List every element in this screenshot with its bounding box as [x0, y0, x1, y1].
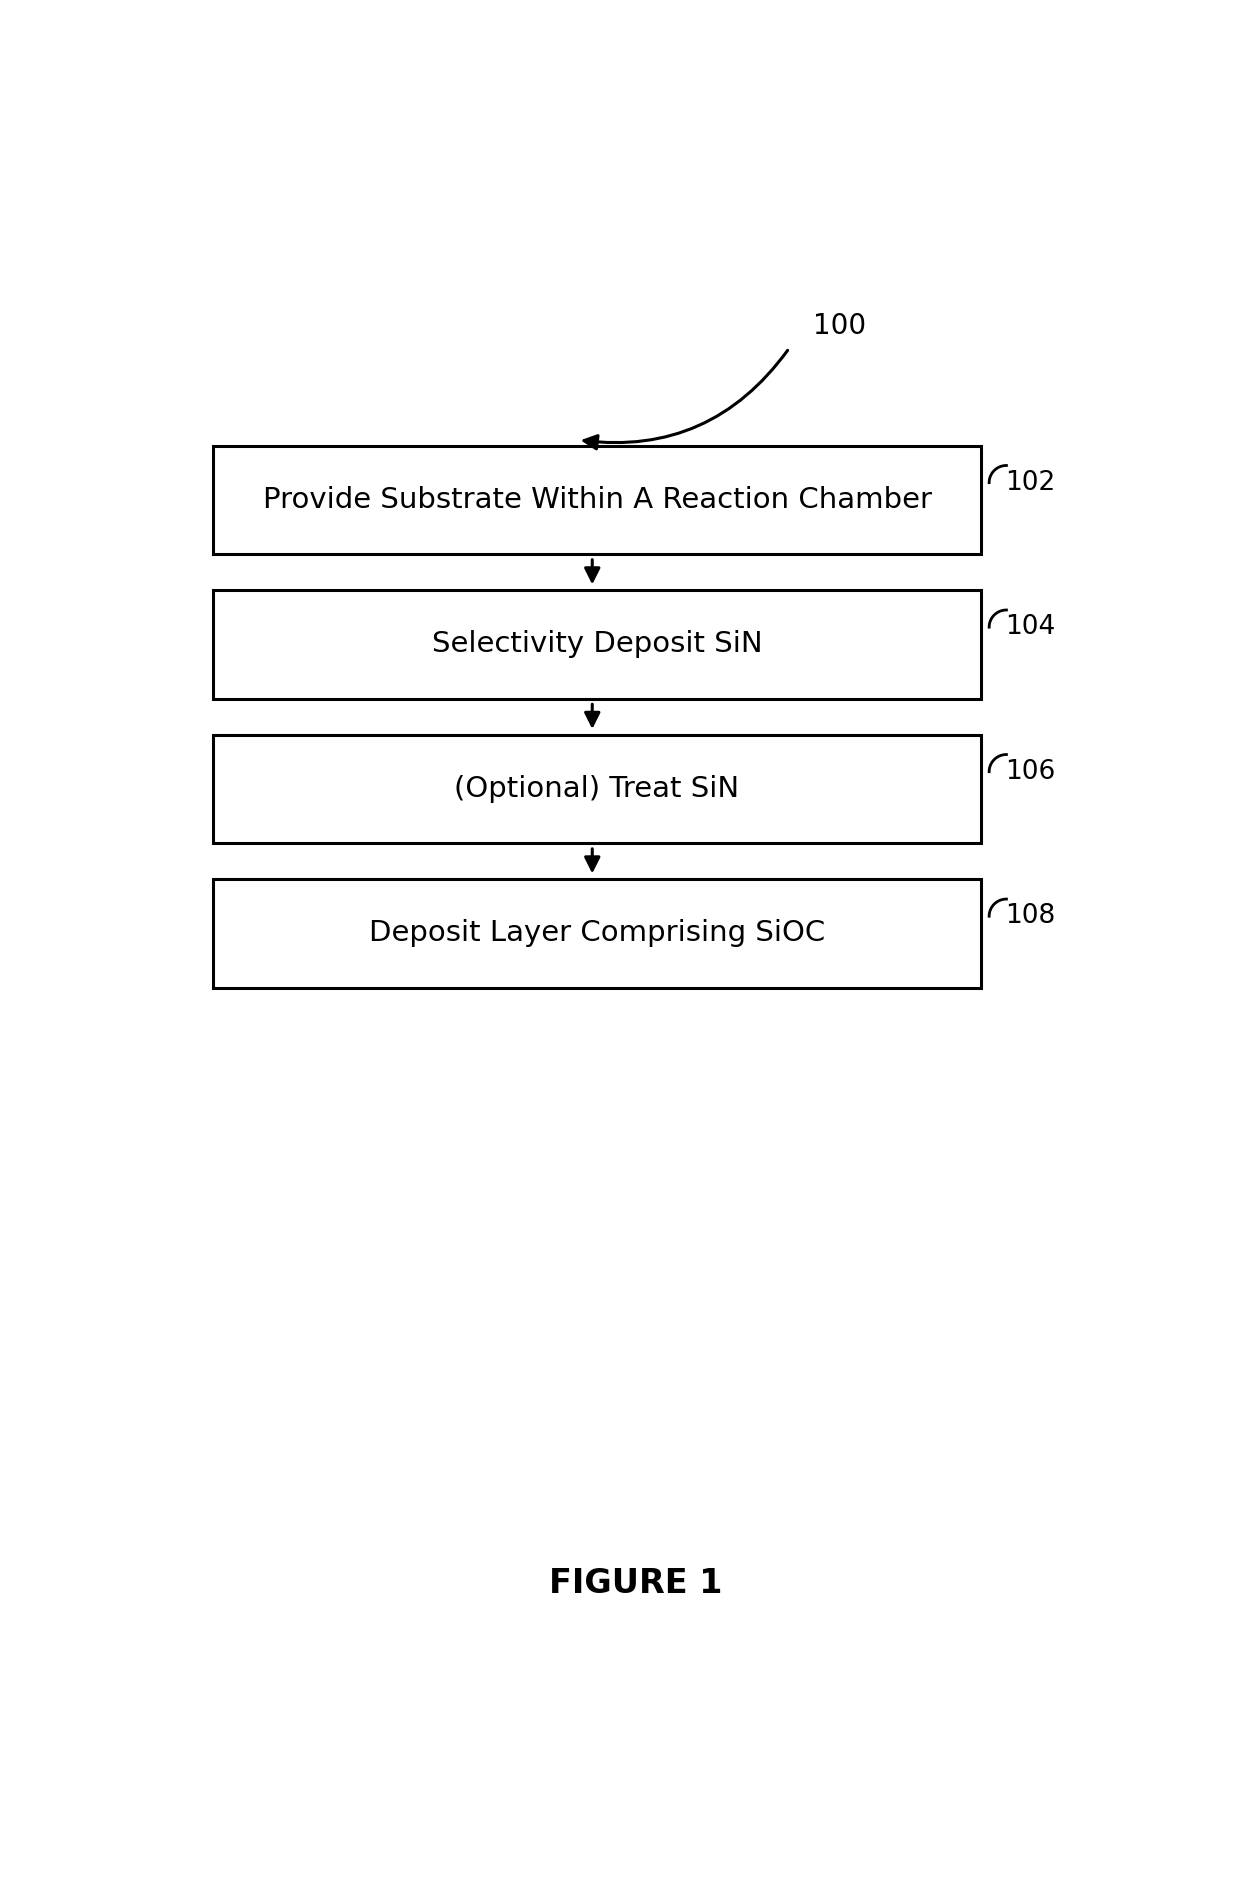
Text: (Optional) Treat SiN: (Optional) Treat SiN — [455, 775, 739, 803]
Bar — [213, 734, 982, 843]
Bar — [213, 589, 982, 698]
Bar — [213, 445, 982, 554]
Text: Deposit Layer Comprising SiOC: Deposit Layer Comprising SiOC — [370, 920, 825, 948]
Bar — [213, 878, 982, 987]
Text: FIGURE 1: FIGURE 1 — [549, 1567, 722, 1601]
Text: 104: 104 — [1006, 614, 1055, 640]
Text: Selectivity Deposit SiN: Selectivity Deposit SiN — [432, 631, 763, 659]
Text: 102: 102 — [1006, 469, 1055, 496]
Text: 100: 100 — [813, 312, 867, 340]
Text: Provide Substrate Within A Reaction Chamber: Provide Substrate Within A Reaction Cham… — [263, 486, 931, 514]
Text: 108: 108 — [1006, 903, 1055, 929]
Text: 106: 106 — [1006, 758, 1055, 785]
